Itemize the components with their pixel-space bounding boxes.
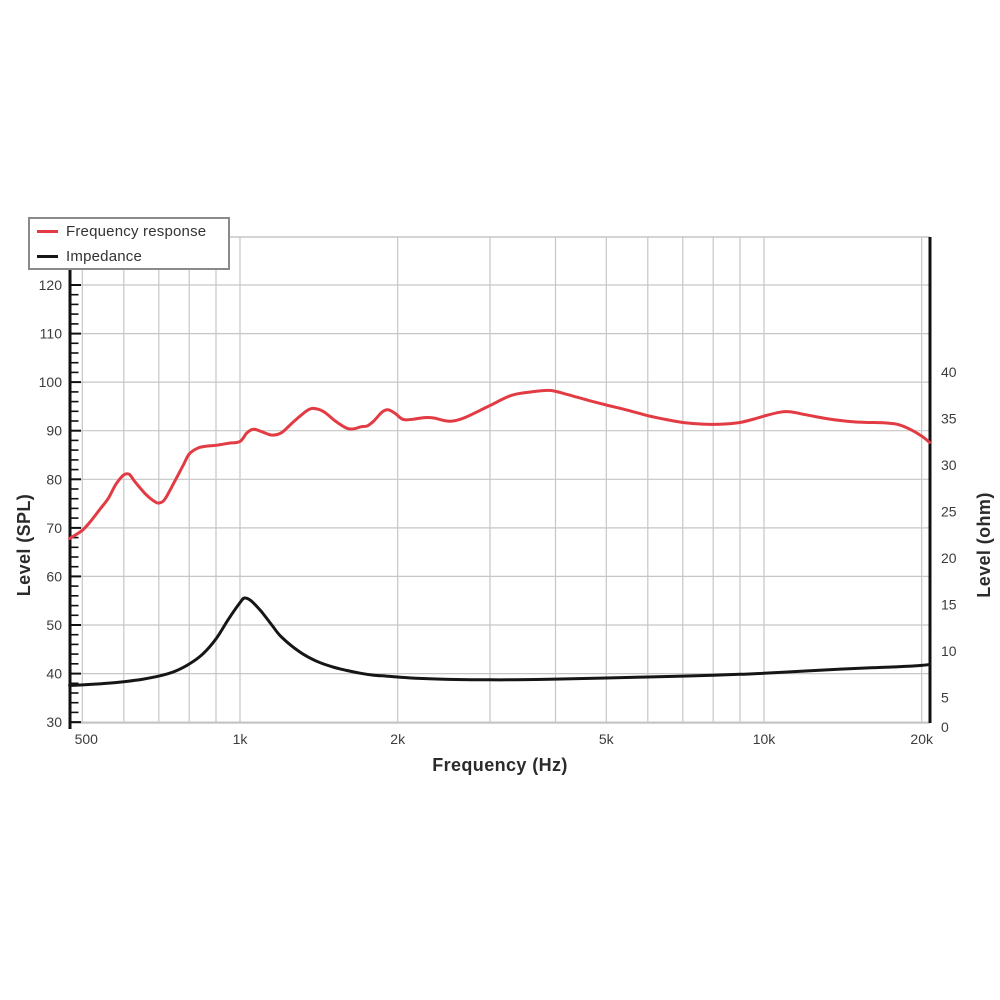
- y-axis-title-left: Level (SPL): [14, 494, 34, 596]
- impedance-line-swatch: [37, 254, 58, 258]
- left-axis-tick-label: 30: [46, 714, 62, 730]
- axis-ticks: [70, 284, 81, 724]
- left-axis-tick-label: 70: [46, 520, 62, 536]
- legend-label-frequency-response: Frequency response: [66, 222, 207, 240]
- right-axis-tick-label: 15: [941, 597, 957, 613]
- chart-canvas: 1201101009080706050403040353025201510505…: [14, 236, 994, 775]
- right-axis-tick-label: 35: [941, 411, 957, 427]
- right-axis-tick-label: 40: [941, 364, 957, 380]
- legend-label-impedance: Impedance: [66, 247, 143, 265]
- x-axis-tick-label: 20k: [910, 731, 934, 747]
- legend-item-frequency-response: Frequency response: [37, 221, 228, 241]
- y-axis-title-right: Level (ohm): [974, 492, 994, 597]
- right-axis-tick-label: 25: [941, 504, 957, 520]
- x-axis-tick-label: 1k: [233, 731, 249, 747]
- legend-item-impedance: Impedance: [37, 246, 228, 266]
- impedance-curve: [68, 596, 932, 687]
- axes: [68, 237, 932, 729]
- x-axis-tick-label: 5k: [599, 731, 615, 747]
- left-axis-tick-label: 60: [46, 568, 62, 584]
- left-axis-tick-label: 90: [46, 423, 62, 439]
- frequency-response-line-swatch: [37, 229, 58, 233]
- right-axis-tick-label: 0: [941, 719, 949, 735]
- left-axis-tick-label: 80: [46, 471, 62, 487]
- x-axis-tick-label: 10k: [753, 731, 777, 747]
- x-axis-tick-label: 2k: [390, 731, 406, 747]
- left-axis-tick-label: 50: [46, 617, 62, 633]
- x-axis-tick-label: 500: [75, 731, 99, 747]
- legend: Frequency response Impedance: [28, 217, 230, 270]
- left-axis-tick-label: 100: [39, 374, 63, 390]
- left-axis-tick-label: 110: [40, 326, 63, 342]
- x-axis-title: Frequency (Hz): [432, 755, 568, 775]
- right-axis-tick-label: 5: [941, 690, 949, 706]
- left-axis-tick-label: 120: [39, 277, 63, 293]
- data-curves: [68, 388, 932, 687]
- right-axis-tick-label: 30: [941, 457, 957, 473]
- right-axis-tick-label: 10: [941, 643, 957, 659]
- right-axis-tick-label: 20: [941, 550, 957, 566]
- frequency-response-curve: [68, 388, 932, 540]
- left-axis-tick-label: 40: [46, 666, 62, 682]
- tick-labels: 1201101009080706050403040353025201510505…: [39, 277, 957, 747]
- frequency-response-impedance-chart: 120 110 100 90 80 70 60 50 40 30 40 35 30 25 20 15 10 5 0 5…: [14, 217, 994, 775]
- gridlines: [70, 236, 930, 724]
